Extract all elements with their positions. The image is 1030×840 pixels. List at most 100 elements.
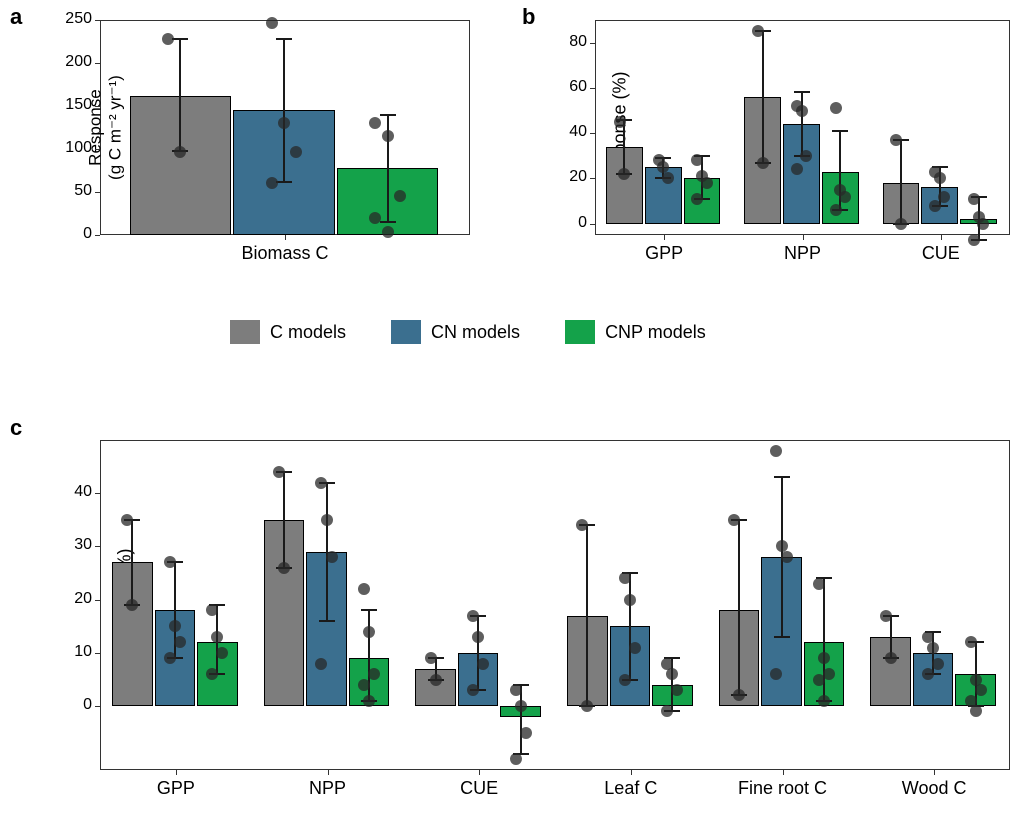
ytick-label: 150 bbox=[50, 96, 92, 114]
data-point bbox=[315, 658, 327, 670]
data-point bbox=[970, 705, 982, 717]
data-point bbox=[273, 466, 285, 478]
ytick-mark bbox=[590, 224, 595, 225]
data-point bbox=[975, 684, 987, 696]
ytick-label: 40 bbox=[545, 123, 587, 141]
xtick-mark bbox=[934, 770, 935, 775]
data-point bbox=[315, 477, 327, 489]
errorcap bbox=[380, 114, 396, 116]
category-label: GPP bbox=[116, 778, 236, 799]
legend-label: CN models bbox=[431, 322, 520, 343]
data-point bbox=[358, 679, 370, 691]
data-point bbox=[885, 652, 897, 664]
ytick-mark bbox=[95, 20, 100, 21]
ytick-label: 100 bbox=[50, 139, 92, 157]
data-point bbox=[363, 695, 375, 707]
errorbar bbox=[586, 525, 588, 706]
ytick-mark bbox=[95, 546, 100, 547]
ytick-mark bbox=[590, 133, 595, 134]
data-point bbox=[938, 191, 950, 203]
data-point bbox=[467, 610, 479, 622]
data-point bbox=[363, 626, 375, 638]
panel-b-label: b bbox=[522, 4, 535, 30]
data-point bbox=[164, 652, 176, 664]
data-point bbox=[624, 594, 636, 606]
data-point bbox=[382, 226, 394, 238]
ytick-mark bbox=[95, 706, 100, 707]
errorcap bbox=[832, 130, 848, 132]
data-point bbox=[121, 514, 133, 526]
ytick-mark bbox=[95, 235, 100, 236]
category-label: CUE bbox=[881, 243, 1001, 264]
xtick-mark bbox=[664, 235, 665, 240]
data-point bbox=[895, 218, 907, 230]
legend-item: CN models bbox=[391, 320, 520, 344]
legend-label: C models bbox=[270, 322, 346, 343]
legend-item: C models bbox=[230, 320, 346, 344]
ytick-label: 20 bbox=[50, 590, 92, 608]
xtick-mark bbox=[941, 235, 942, 240]
data-point bbox=[369, 212, 381, 224]
data-point bbox=[162, 33, 174, 45]
data-point bbox=[382, 130, 394, 142]
data-point bbox=[358, 583, 370, 595]
data-point bbox=[929, 200, 941, 212]
data-point bbox=[813, 578, 825, 590]
ytick-mark bbox=[95, 493, 100, 494]
xtick-mark bbox=[783, 770, 784, 775]
legend-label: CNP models bbox=[605, 322, 706, 343]
errorbar bbox=[477, 616, 479, 691]
ytick-label: 40 bbox=[50, 483, 92, 501]
data-point bbox=[968, 234, 980, 246]
legend-swatch bbox=[565, 320, 595, 344]
category-label: NPP bbox=[268, 778, 388, 799]
figure-root: a b c Response(g C m⁻² yr⁻¹) Response (%… bbox=[0, 0, 1030, 840]
errorcap bbox=[276, 38, 292, 40]
legend-swatch bbox=[230, 320, 260, 344]
errorcap bbox=[380, 221, 396, 223]
ytick-label: 30 bbox=[50, 536, 92, 554]
data-point bbox=[757, 157, 769, 169]
errorcap bbox=[276, 181, 292, 183]
ytick-label: 250 bbox=[50, 10, 92, 28]
errorcap bbox=[774, 476, 790, 478]
data-point bbox=[927, 642, 939, 654]
errorbar bbox=[283, 39, 285, 182]
data-point bbox=[781, 551, 793, 563]
errorbar bbox=[520, 685, 522, 754]
xtick-mark bbox=[285, 235, 286, 240]
data-point bbox=[932, 658, 944, 670]
errorbar bbox=[283, 472, 285, 568]
data-point bbox=[965, 636, 977, 648]
ytick-mark bbox=[95, 106, 100, 107]
panel-c-frame bbox=[100, 440, 1010, 770]
data-point bbox=[701, 177, 713, 189]
data-point bbox=[326, 551, 338, 563]
ytick-mark bbox=[95, 600, 100, 601]
data-point bbox=[968, 193, 980, 205]
data-point bbox=[629, 642, 641, 654]
category-label: NPP bbox=[743, 243, 863, 264]
ytick-label: 80 bbox=[545, 33, 587, 51]
data-point bbox=[796, 105, 808, 117]
category-label: Fine root C bbox=[723, 778, 843, 799]
category-label: GPP bbox=[604, 243, 724, 264]
xtick-mark bbox=[328, 770, 329, 775]
category-label: Biomass C bbox=[225, 243, 345, 264]
errorcap bbox=[794, 91, 810, 93]
data-point bbox=[321, 514, 333, 526]
ytick-mark bbox=[590, 88, 595, 89]
data-point bbox=[266, 17, 278, 29]
data-point bbox=[830, 102, 842, 114]
errorcap bbox=[774, 636, 790, 638]
errorbar bbox=[629, 573, 631, 679]
panel-a-label: a bbox=[10, 4, 22, 30]
data-point bbox=[290, 146, 302, 158]
data-point bbox=[510, 753, 522, 765]
data-point bbox=[174, 146, 186, 158]
errorbar bbox=[179, 39, 181, 151]
ytick-label: 60 bbox=[545, 78, 587, 96]
ytick-mark bbox=[95, 192, 100, 193]
ytick-label: 0 bbox=[50, 225, 92, 243]
data-point bbox=[691, 193, 703, 205]
